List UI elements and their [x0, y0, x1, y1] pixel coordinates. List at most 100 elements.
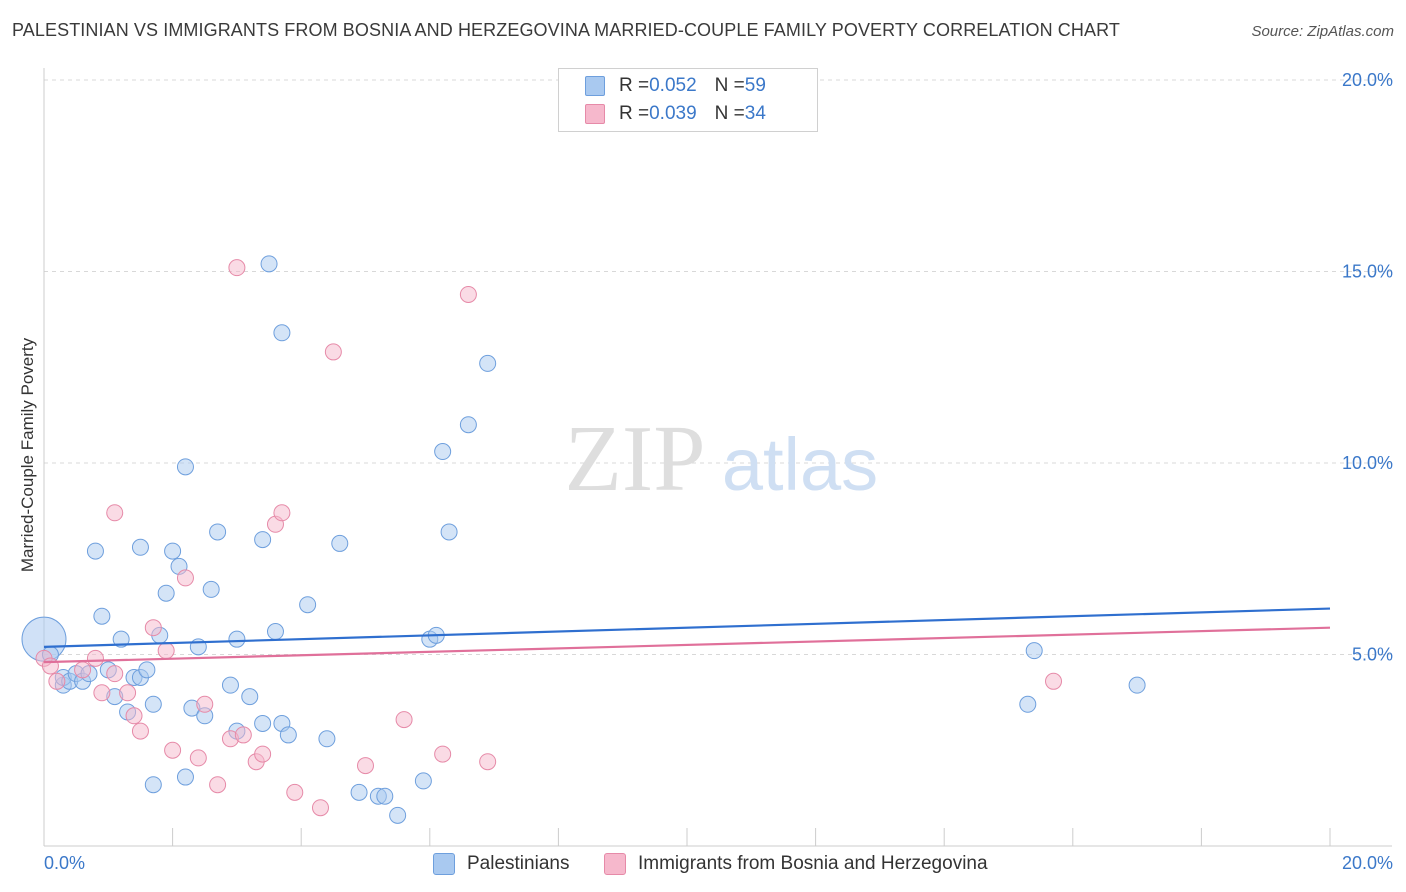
data-point [254, 531, 272, 549]
data-point [125, 707, 143, 725]
data-point [209, 523, 227, 541]
data-point [279, 726, 297, 744]
legend-r-value: 0.052 [649, 75, 697, 96]
data-point [138, 661, 156, 679]
series-palestinians [21, 255, 1146, 824]
y-tick-label: 10.0% [1342, 453, 1393, 473]
data-point [209, 776, 227, 794]
axes [43, 68, 1392, 847]
trend-line [43, 607, 1331, 648]
data-point [273, 324, 291, 342]
legend-swatch-blue [585, 76, 605, 96]
data-point [241, 688, 259, 706]
data-point [434, 443, 452, 461]
data-point [311, 799, 329, 817]
data-point [176, 569, 194, 587]
data-point [41, 657, 59, 675]
data-point [202, 580, 220, 598]
watermark: ZIP atlas [565, 407, 879, 511]
data-point [318, 730, 336, 748]
bottom-legend-label: Immigrants from Bosnia and Herzegovina [638, 853, 988, 874]
y-axis-label: Married-Couple Family Poverty [18, 337, 37, 573]
bottom-legend-swatch-blue [433, 853, 455, 875]
data-point [144, 619, 162, 637]
data-point [119, 684, 137, 702]
legend-r-label: R = [619, 103, 650, 124]
data-point [299, 596, 317, 614]
data-point [357, 757, 374, 775]
data-point [164, 741, 182, 759]
trend-line [43, 626, 1331, 664]
data-point [131, 722, 149, 740]
data-point [1019, 695, 1037, 713]
data-point [131, 538, 149, 556]
data-point [286, 783, 304, 801]
data-point [176, 768, 194, 786]
y-tick-label: 20.0% [1342, 70, 1393, 90]
source-label: Source: ZipAtlas.com [1251, 23, 1394, 40]
gridlines [44, 79, 1392, 655]
data-point [74, 661, 92, 679]
data-point [324, 343, 342, 361]
tick-labels: 5.0% 10.0% 15.0% 20.0% 0.0% 20.0% [44, 70, 1393, 873]
legend-n-value: 59 [744, 75, 766, 96]
y-tick-label: 5.0% [1352, 645, 1393, 665]
bottom-legend-palestinians: Palestinians [433, 851, 569, 877]
data-point [106, 504, 124, 522]
data-point [221, 676, 239, 694]
data-point [254, 745, 272, 763]
legend-row-palestinians: R = 0.052 N = 59 [585, 73, 766, 99]
data-point [93, 684, 111, 702]
watermark-zip: ZIP [565, 407, 706, 511]
legend-swatch-pink [585, 104, 605, 124]
correlation-legend: R = 0.052 N = 59 R = 0.039 N = 34 [558, 68, 818, 132]
legend-r-value: 0.039 [649, 103, 697, 124]
legend-n-label: N = [714, 75, 745, 96]
data-point [176, 458, 194, 476]
data-point [273, 504, 291, 522]
data-point [440, 523, 458, 541]
data-point [228, 259, 246, 277]
x-tick-label: 20.0% [1342, 853, 1393, 873]
data-point [93, 607, 111, 625]
data-point [112, 630, 130, 648]
data-point [234, 726, 252, 744]
series-bosnia [35, 259, 1063, 817]
data-point [479, 753, 497, 771]
watermark-atlas: atlas [722, 423, 878, 506]
x-tick-label: 0.0% [44, 853, 85, 873]
data-point [254, 714, 272, 732]
data-point [189, 749, 207, 767]
data-point [157, 642, 175, 660]
data-point [164, 542, 182, 560]
data-point [260, 255, 278, 273]
data-point [144, 776, 162, 794]
data-point [1025, 642, 1043, 660]
legend-r-label: R = [619, 75, 650, 96]
data-point [106, 665, 124, 683]
chart-title: PALESTINIAN VS IMMIGRANTS FROM BOSNIA AN… [12, 20, 1120, 40]
data-point [48, 672, 66, 690]
data-point [157, 584, 175, 602]
data-point [331, 534, 349, 552]
legend-n-label: N = [714, 103, 745, 124]
legend-n-value: 34 [744, 103, 766, 124]
data-point [414, 772, 432, 790]
data-point [86, 649, 104, 667]
data-point [459, 416, 477, 434]
data-point [376, 787, 394, 805]
data-point [196, 695, 214, 713]
data-point [144, 695, 162, 713]
data-point [350, 783, 368, 801]
legend-row-bosnia: R = 0.039 N = 34 [585, 101, 766, 127]
data-point [459, 285, 477, 303]
bottom-legend-swatch-pink [604, 853, 626, 875]
data-point [86, 542, 104, 560]
data-point [395, 711, 413, 729]
data-point [1128, 676, 1146, 694]
bottom-legend-bosnia: Immigrants from Bosnia and Herzegovina [604, 851, 988, 877]
trend-lines [43, 607, 1331, 664]
data-point [228, 630, 246, 648]
y-tick-label: 15.0% [1342, 262, 1393, 282]
